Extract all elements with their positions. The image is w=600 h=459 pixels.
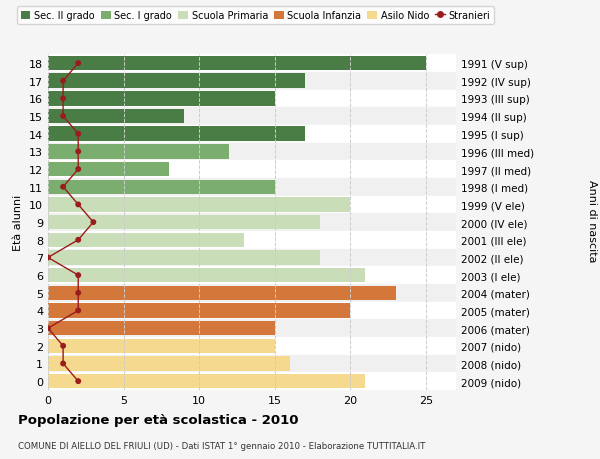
Bar xyxy=(48,126,456,143)
Point xyxy=(73,307,83,314)
Point xyxy=(73,202,83,209)
Bar xyxy=(48,374,365,389)
Bar xyxy=(48,92,275,106)
Text: Anni di nascita: Anni di nascita xyxy=(587,179,597,262)
Point xyxy=(58,360,68,367)
Bar xyxy=(48,110,184,124)
Bar xyxy=(48,162,169,177)
Y-axis label: Età alunni: Età alunni xyxy=(13,195,23,251)
Point xyxy=(73,148,83,156)
Point xyxy=(43,254,53,262)
Point xyxy=(58,113,68,120)
Bar xyxy=(48,145,229,159)
Legend: Sec. II grado, Sec. I grado, Scuola Primaria, Scuola Infanzia, Asilo Nido, Stran: Sec. II grado, Sec. I grado, Scuola Prim… xyxy=(17,7,494,25)
Bar xyxy=(48,321,275,336)
Bar xyxy=(48,108,456,126)
Point xyxy=(73,60,83,67)
Bar xyxy=(48,286,395,300)
Point xyxy=(73,131,83,138)
Point xyxy=(73,166,83,174)
Text: COMUNE DI AIELLO DEL FRIULI (UD) - Dati ISTAT 1° gennaio 2010 - Elaborazione TUT: COMUNE DI AIELLO DEL FRIULI (UD) - Dati … xyxy=(18,441,425,450)
Text: Popolazione per età scolastica - 2010: Popolazione per età scolastica - 2010 xyxy=(18,413,299,426)
Bar xyxy=(48,233,244,247)
Point xyxy=(43,325,53,332)
Bar xyxy=(48,161,456,179)
Bar xyxy=(48,249,456,267)
Bar xyxy=(48,269,365,283)
Bar xyxy=(48,355,456,373)
Bar xyxy=(48,55,456,73)
Bar xyxy=(48,357,290,371)
Bar xyxy=(48,180,275,195)
Bar xyxy=(48,267,456,284)
Point xyxy=(89,219,98,226)
Bar xyxy=(48,73,456,90)
Point xyxy=(58,78,68,85)
Bar xyxy=(48,373,456,390)
Bar xyxy=(48,303,350,318)
Bar xyxy=(48,214,456,231)
Bar xyxy=(48,74,305,89)
Point xyxy=(73,290,83,297)
Bar xyxy=(48,198,350,212)
Bar xyxy=(48,319,456,337)
Bar xyxy=(48,231,456,249)
Point xyxy=(58,342,68,350)
Bar xyxy=(48,337,456,355)
Bar xyxy=(48,284,456,302)
Bar xyxy=(48,56,426,71)
Point xyxy=(58,95,68,103)
Bar xyxy=(48,179,456,196)
Bar xyxy=(48,143,456,161)
Bar xyxy=(48,302,456,319)
Bar xyxy=(48,339,275,353)
Bar xyxy=(48,251,320,265)
Bar xyxy=(48,127,305,142)
Point xyxy=(58,184,68,191)
Point xyxy=(73,378,83,385)
Point xyxy=(73,272,83,279)
Bar xyxy=(48,196,456,214)
Point xyxy=(73,236,83,244)
Bar xyxy=(48,215,320,230)
Bar xyxy=(48,90,456,108)
